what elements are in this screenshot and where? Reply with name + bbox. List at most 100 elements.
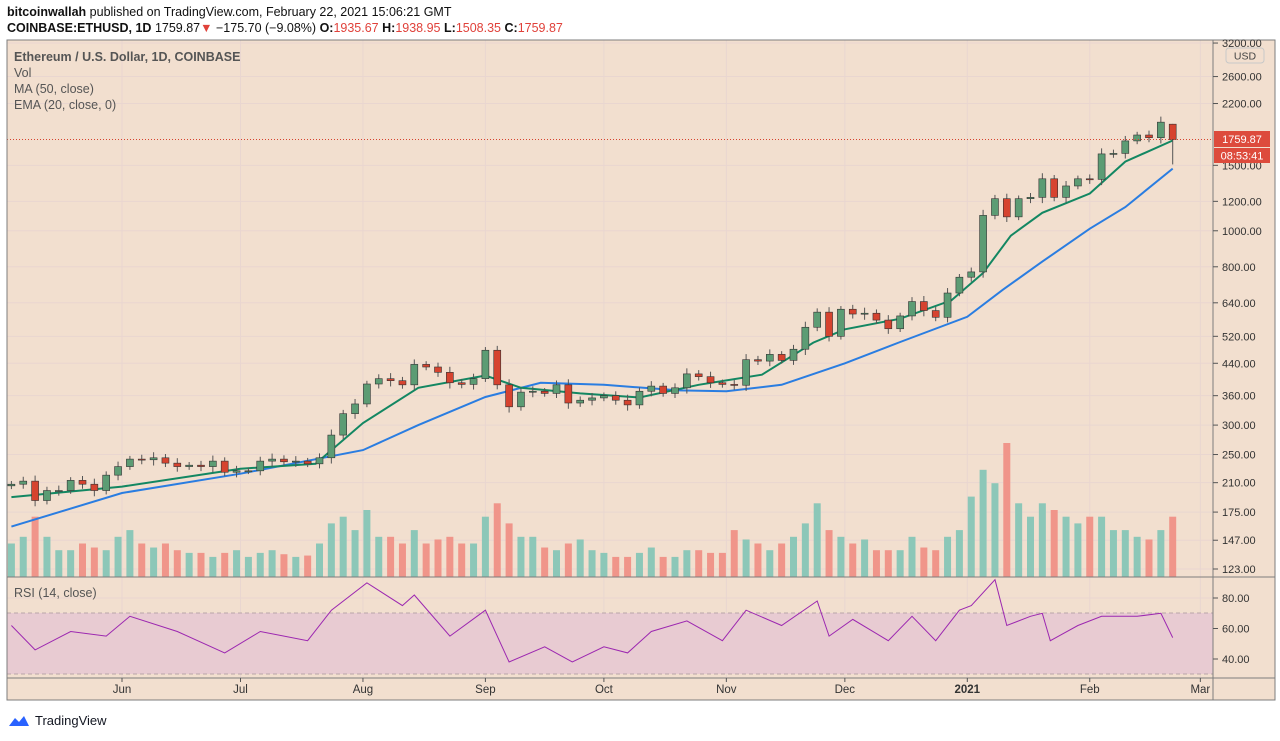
volume-bar xyxy=(659,556,667,577)
volume-bar xyxy=(932,550,940,577)
ema20-line xyxy=(11,139,1174,499)
candle-up xyxy=(1014,198,1023,218)
volume-bar xyxy=(351,530,359,577)
volume-bar xyxy=(967,496,975,577)
volume-bar xyxy=(161,543,169,577)
author-name[interactable]: bitcoinwallah xyxy=(7,5,87,19)
volume-bar xyxy=(316,543,323,577)
volume-bar xyxy=(801,523,809,577)
candle-up xyxy=(244,470,253,473)
legend-title: Ethereum / U.S. Dollar, 1D, COINBASE xyxy=(14,50,240,64)
candle-up xyxy=(765,354,774,362)
candle-up xyxy=(635,390,644,406)
candle-down xyxy=(90,483,99,491)
volume-bar xyxy=(564,543,572,577)
candle-down xyxy=(777,354,786,361)
price-axis[interactable]: 3200.00 2600.00 2200.00 1500.00 1200.00 1000.… xyxy=(1213,38,1262,576)
open-value: 1935.67 xyxy=(333,21,379,35)
volume-bar xyxy=(19,536,27,577)
volume-bar xyxy=(612,556,620,577)
indicator-lines xyxy=(11,139,1174,663)
legend-rsi[interactable]: RSI (14, close) xyxy=(14,586,97,600)
candle-down xyxy=(623,399,632,406)
volume-bar xyxy=(790,536,797,577)
price-tick-label: 250.00 xyxy=(1222,450,1256,462)
volume-bar xyxy=(138,543,146,577)
candle-up xyxy=(7,483,16,487)
close-value: 1759.87 xyxy=(517,21,563,35)
currency-badge[interactable] xyxy=(1225,47,1265,64)
volume-bar xyxy=(730,530,738,577)
candle-up xyxy=(588,397,596,401)
candle-down xyxy=(31,480,39,501)
last-price-tag xyxy=(1214,131,1270,147)
candle-up xyxy=(327,434,336,459)
volume-bar xyxy=(505,523,513,577)
candle-down xyxy=(1085,178,1094,181)
volume-bar xyxy=(991,483,999,577)
volume-bar xyxy=(1169,516,1177,577)
candle-up xyxy=(102,474,110,491)
volume-bar xyxy=(517,536,525,577)
time-tick-label: Nov xyxy=(716,684,737,696)
candle-up xyxy=(1026,197,1035,199)
legend-ma[interactable]: MA (50, close) xyxy=(14,82,94,96)
volume-bar xyxy=(979,469,987,577)
volume-bar xyxy=(55,550,63,577)
legend-vol[interactable]: Vol xyxy=(14,66,31,80)
volume-bar xyxy=(280,554,288,577)
volume-bar xyxy=(197,552,205,577)
volume-bar xyxy=(363,510,371,577)
candle-down xyxy=(78,480,87,485)
candle-down xyxy=(872,312,881,321)
volume-bar xyxy=(908,536,916,577)
candle-up xyxy=(801,326,810,350)
price-tick-label: 1500.00 xyxy=(1222,160,1262,172)
volume-bar xyxy=(209,556,217,577)
volume-bar xyxy=(1121,530,1129,577)
candle-down xyxy=(173,462,182,467)
candle-down xyxy=(694,373,703,377)
volume-bar xyxy=(766,550,774,577)
time-tick-label: Dec xyxy=(835,684,856,696)
price-tick-label: 440.00 xyxy=(1222,358,1256,370)
volume-bar xyxy=(920,547,928,577)
high-value: 1938.95 xyxy=(395,21,441,35)
candle-up xyxy=(481,349,490,379)
candle-up xyxy=(789,348,798,361)
candle-up xyxy=(967,271,976,278)
low-value: 1508.35 xyxy=(455,21,501,35)
volume-bar xyxy=(635,552,643,577)
candle-up xyxy=(943,292,952,318)
volume-bar xyxy=(541,547,549,577)
tradingview-logo[interactable]: TradingView xyxy=(8,713,107,728)
volume-bar xyxy=(410,530,418,577)
volume-bar xyxy=(31,516,39,577)
volume-bars xyxy=(7,443,1177,577)
low-label: L: xyxy=(444,21,456,35)
volume-bar xyxy=(1015,503,1023,577)
volume-bar xyxy=(422,543,430,577)
volume-bar xyxy=(1133,536,1141,577)
volume-bar xyxy=(647,547,655,577)
price-change: −175.70 (−9.08%) xyxy=(216,21,317,35)
chart-background xyxy=(7,40,1275,700)
candle-up xyxy=(469,378,478,385)
time-axis[interactable]: Jun Jul Aug Sep Oct Nov Dec 2021 Feb Mar xyxy=(113,678,1211,696)
volume-bar xyxy=(458,543,466,577)
candle-down xyxy=(446,372,454,384)
candle-up xyxy=(268,458,276,462)
time-tick-label: Jun xyxy=(113,684,132,696)
volume-bar xyxy=(256,552,264,577)
candle-down xyxy=(434,366,442,373)
volume-bar xyxy=(470,543,478,577)
candle-down xyxy=(386,378,395,381)
candle-up xyxy=(528,390,537,393)
candle-down xyxy=(931,310,940,318)
candle-down xyxy=(706,376,715,384)
candle-up xyxy=(339,413,348,436)
volume-bar xyxy=(375,536,383,577)
time-tick-label: Oct xyxy=(595,684,614,696)
legend-ema[interactable]: EMA (20, close, 0) xyxy=(14,98,116,112)
